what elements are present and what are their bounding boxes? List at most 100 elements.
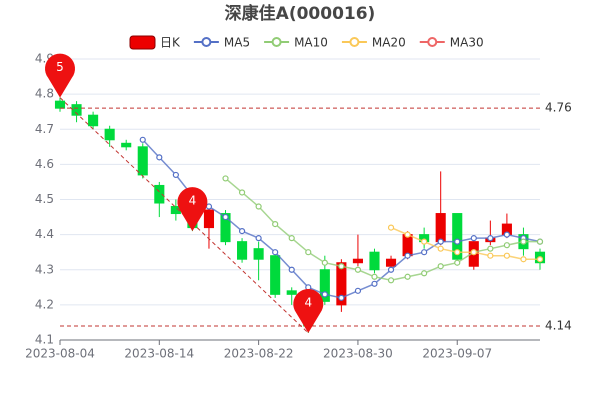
legend-swatch	[201, 37, 212, 47]
y-tick-label: 4.7	[35, 122, 54, 136]
candle-body	[137, 146, 148, 176]
ma-point	[338, 263, 345, 270]
ma-point	[255, 235, 262, 242]
candle-body	[253, 248, 264, 260]
legend-label: 日K	[160, 36, 181, 50]
ma-point	[503, 231, 510, 238]
legend-swatch	[129, 35, 156, 50]
ma-point	[454, 238, 461, 245]
ma-point	[487, 235, 494, 242]
y-tick-label: 4.8	[35, 87, 54, 101]
x-tick-label: 2023-08-22	[224, 347, 294, 361]
ma-point	[222, 175, 229, 182]
ma-point	[172, 171, 179, 179]
y-tick-label: 4.3	[35, 262, 54, 276]
candle-body	[270, 255, 281, 295]
legend-label: MA5	[224, 36, 250, 50]
ma-point	[421, 270, 428, 277]
ma-point	[205, 203, 213, 210]
candle-body	[385, 258, 397, 267]
ma-point	[288, 266, 295, 273]
legend-label: MA30	[450, 36, 484, 50]
chart-title: 深康佳A(000016)	[225, 3, 376, 24]
ma-point	[437, 245, 444, 252]
ma-point	[238, 189, 246, 196]
mark-pin	[45, 53, 76, 98]
x-tick-label: 2023-08-30	[323, 347, 393, 361]
ma-point	[238, 228, 246, 235]
candle-body	[71, 104, 82, 116]
ma-point	[536, 238, 544, 245]
y-tick-label: 4.6	[35, 157, 54, 171]
ma-point	[354, 287, 362, 294]
mark-pin-label: 4	[304, 295, 312, 309]
ma-point	[470, 249, 477, 256]
ma-point	[536, 256, 544, 263]
ma-point	[503, 252, 510, 259]
ma-point	[454, 249, 461, 256]
ma-point	[421, 249, 428, 256]
candle-body	[352, 258, 363, 264]
legend-swatch	[349, 37, 360, 47]
ma-point	[387, 266, 395, 273]
mark-pin-label: 5	[56, 60, 64, 74]
ma-point	[437, 263, 444, 270]
y-tick-label: 4.4	[35, 227, 54, 241]
candle-body	[286, 290, 297, 295]
ma-point	[288, 235, 295, 242]
candle-body	[452, 213, 463, 260]
ma-point	[520, 256, 527, 263]
candle-body	[121, 142, 132, 148]
ma-point	[503, 242, 510, 249]
y-tick-label: 4.2	[35, 297, 54, 311]
ma-point	[139, 136, 146, 143]
ma-point	[437, 238, 444, 245]
ma-point	[338, 294, 345, 301]
legend-swatch	[427, 37, 438, 47]
y-tick-label: 4.1	[35, 333, 54, 347]
candle-body	[203, 209, 215, 229]
x-tick-label: 2023-09-07	[422, 347, 492, 361]
y-tick-label: 4.5	[35, 192, 54, 206]
ma-point	[387, 277, 395, 284]
candle-body	[54, 100, 66, 109]
ma-point	[487, 245, 494, 252]
ma-point	[371, 273, 378, 280]
ma-point	[387, 224, 395, 231]
ma-point	[487, 252, 494, 259]
candle-body	[402, 234, 413, 257]
candle-body	[319, 269, 330, 302]
mark-pin	[293, 288, 324, 333]
ma-point	[354, 266, 362, 273]
candle-body	[336, 262, 347, 306]
candle-body	[369, 251, 380, 271]
ma-point	[321, 259, 328, 266]
mark-pin-label: 4	[189, 194, 197, 208]
legend-swatch	[271, 37, 282, 47]
candle-body	[88, 114, 99, 127]
ma-line	[390, 226, 540, 260]
ma-point	[272, 220, 279, 228]
ma-point	[520, 238, 527, 245]
candle-body	[237, 241, 248, 260]
ma-point	[255, 203, 262, 210]
candle-body	[104, 128, 115, 141]
ma-point	[222, 213, 229, 221]
mark-line-label: 4.14	[545, 318, 572, 332]
mark-line-label: 4.76	[545, 101, 572, 115]
ma-point	[272, 249, 279, 256]
ma-point	[404, 231, 411, 238]
candle-body	[435, 213, 446, 243]
ma-point	[156, 154, 163, 161]
candle-body	[154, 184, 165, 204]
x-tick-label: 2023-08-14	[124, 347, 194, 361]
ma-point	[454, 259, 461, 266]
mark-pin	[177, 187, 208, 232]
ma-point	[404, 273, 411, 280]
ma-point	[305, 249, 312, 256]
ma-point	[371, 280, 378, 287]
x-tick-label: 2023-08-04	[25, 347, 95, 361]
ma-point	[470, 235, 477, 242]
